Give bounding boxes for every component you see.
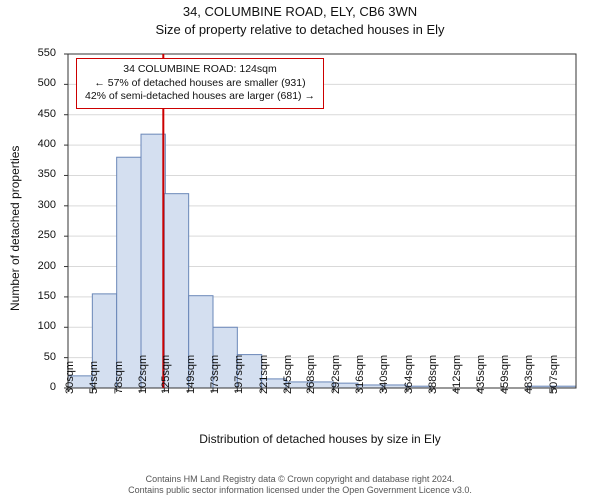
annotation-line1: 34 COLUMBINE ROAD: 124sqm [85,63,315,77]
x-tick-label: 78sqm [113,361,125,394]
x-tick-label: 197sqm [233,355,245,394]
x-tick-label: 316sqm [354,355,366,394]
annotation-line3: 42% of semi-detached houses are larger (… [85,90,315,104]
x-tick-label: 102sqm [137,355,149,394]
y-tick-label: 350 [14,168,56,180]
bar [141,134,165,388]
x-axis-label: Distribution of detached houses by size … [60,432,580,446]
x-tick-label: 268sqm [305,355,317,394]
footer-line1: Contains HM Land Registry data © Crown c… [0,474,600,485]
x-tick-label: 364sqm [403,355,415,394]
y-tick-label: 100 [14,320,56,332]
x-tick-label: 412sqm [451,355,463,394]
x-tick-label: 149sqm [185,355,197,394]
y-tick-label: 50 [14,351,56,363]
y-tick-label: 150 [14,290,56,302]
y-tick-label: 0 [14,381,56,393]
chart-root: 34, COLUMBINE ROAD, ELY, CB6 3WN Size of… [0,0,600,500]
chart-subtitle: Size of property relative to detached ho… [0,22,600,37]
y-tick-label: 450 [14,108,56,120]
x-tick-label: 221sqm [258,355,270,394]
x-tick-label: 292sqm [330,355,342,394]
y-tick-label: 250 [14,229,56,241]
y-tick-label: 550 [14,47,56,59]
y-tick-label: 500 [14,77,56,89]
footer-line2: Contains public sector information licen… [0,485,600,496]
y-tick-label: 200 [14,260,56,272]
x-tick-label: 388sqm [427,355,439,394]
x-tick-label: 340sqm [378,355,390,394]
y-tick-label: 300 [14,199,56,211]
x-tick-label: 245sqm [282,355,294,394]
x-tick-label: 435sqm [475,355,487,394]
x-tick-label: 173sqm [209,355,221,394]
annotation-box: 34 COLUMBINE ROAD: 124sqm ← 57% of detac… [76,58,324,109]
x-tick-label: 54sqm [88,361,100,394]
footer: Contains HM Land Registry data © Crown c… [0,474,600,496]
x-tick-label: 459sqm [499,355,511,394]
chart-title: 34, COLUMBINE ROAD, ELY, CB6 3WN [0,4,600,19]
annotation-line2: ← 57% of detached houses are smaller (93… [85,77,315,91]
x-tick-label: 30sqm [64,361,76,394]
x-tick-label: 507sqm [548,355,560,394]
x-tick-label: 125sqm [160,355,172,394]
y-tick-label: 400 [14,138,56,150]
bar [117,157,141,388]
x-tick-label: 483sqm [523,355,535,394]
